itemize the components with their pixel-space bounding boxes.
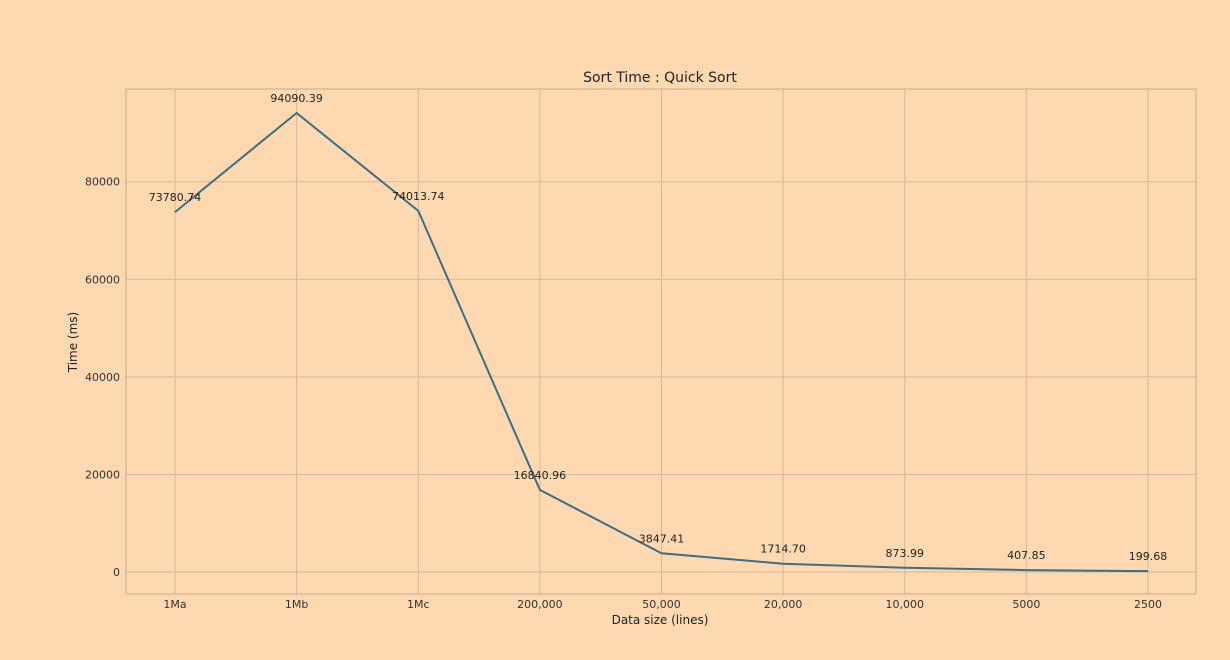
data-label: 73780.74 (149, 191, 202, 204)
y-tick-label: 40000 (85, 371, 120, 384)
x-tick-label: 5000 (1012, 598, 1040, 611)
data-label: 407.85 (1007, 549, 1046, 562)
data-label: 1714.70 (760, 543, 806, 556)
grid-lines (126, 89, 1196, 594)
x-tick-label: 2500 (1134, 598, 1162, 611)
x-tick-label: 50,000 (642, 598, 681, 611)
x-tick-label: 1Mb (285, 598, 308, 611)
y-tick-label: 0 (113, 566, 120, 579)
x-tick-label: 1Mc (407, 598, 430, 611)
plot-frame (125, 88, 1197, 595)
data-label: 74013.74 (392, 190, 445, 203)
x-axis-title: Data size (lines) (612, 613, 709, 627)
y-axis-title: Time (ms) (66, 312, 80, 374)
chart-title: Sort Time : Quick Sort (583, 70, 737, 86)
x-tick-label: 10,000 (886, 598, 925, 611)
x-tick-label: 20,000 (764, 598, 803, 611)
data-label: 94090.39 (270, 92, 323, 105)
data-labels: 73780.74 94090.39 74013.74 16840.96 3847.41 1… (149, 92, 1168, 563)
tick-labels: 1Ma 1Mb 1Mc 200,000 50,000 20,000 10,000 5000 25… (85, 176, 1162, 611)
x-tick-label: 1Ma (163, 598, 186, 611)
data-label: 16840.96 (514, 469, 567, 482)
data-label: 3847.41 (639, 532, 685, 545)
data-label: 873.99 (886, 547, 925, 560)
y-tick-label: 20000 (85, 468, 120, 481)
series-line-quick-sort (174, 111, 1149, 573)
y-tick-label: 80000 (85, 176, 120, 189)
x-tick-label: 200,000 (517, 598, 563, 611)
data-label: 199.68 (1129, 550, 1168, 563)
y-tick-label: 60000 (85, 273, 120, 286)
